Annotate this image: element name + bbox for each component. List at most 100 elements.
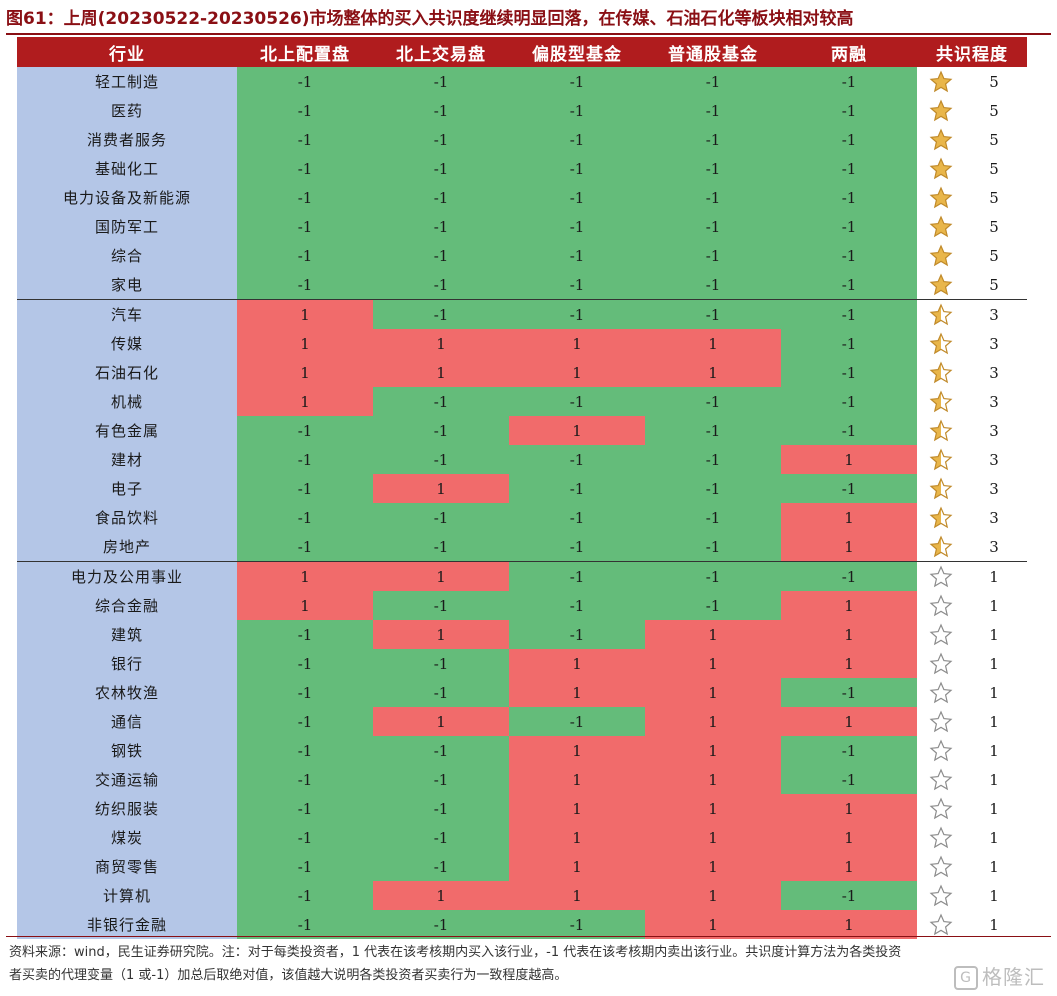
industry-label: 国防军工 <box>17 212 237 241</box>
cell-ordinary-equity-fund: -1 <box>645 591 781 620</box>
cell-north-allocation: 1 <box>237 358 373 387</box>
cell-margin-trading: -1 <box>781 416 917 445</box>
consensus-star-cell <box>917 329 961 358</box>
cell-margin-trading: 1 <box>781 532 917 562</box>
cell-ordinary-equity-fund: -1 <box>645 474 781 503</box>
cell-north-allocation: 1 <box>237 329 373 358</box>
cell-north-trading: 1 <box>373 358 509 387</box>
cell-ordinary-equity-fund: -1 <box>645 387 781 416</box>
consensus-score: 1 <box>961 591 1027 620</box>
cell-margin-trading: 1 <box>781 852 917 881</box>
industry-label: 轻工制造 <box>17 67 237 96</box>
cell-equity-biased-fund: 1 <box>509 358 645 387</box>
table-row: 计算机 -1 1 1 1 -1 1 <box>17 881 1027 910</box>
cell-north-trading: -1 <box>373 591 509 620</box>
cell-north-allocation: -1 <box>237 503 373 532</box>
cell-margin-trading: 1 <box>781 823 917 852</box>
consensus-score: 1 <box>961 561 1027 591</box>
consensus-star-cell <box>917 736 961 765</box>
consensus-score: 5 <box>961 212 1027 241</box>
cell-ordinary-equity-fund: -1 <box>645 67 781 96</box>
table-row: 煤炭 -1 -1 1 1 1 1 <box>17 823 1027 852</box>
footnote-divider <box>6 936 1051 937</box>
table-row: 非银行金融 -1 -1 -1 1 1 1 <box>17 910 1027 939</box>
consensus-star-cell <box>917 416 961 445</box>
cell-north-trading: -1 <box>373 649 509 678</box>
table-row: 纺织服装 -1 -1 1 1 1 1 <box>17 794 1027 823</box>
watermark: G 格隆汇 <box>954 961 1045 990</box>
consensus-score: 1 <box>961 678 1027 707</box>
cell-equity-biased-fund: 1 <box>509 678 645 707</box>
cell-margin-trading: -1 <box>781 241 917 270</box>
industry-label: 医药 <box>17 96 237 125</box>
industry-label: 建材 <box>17 445 237 474</box>
star-empty-icon <box>929 797 952 819</box>
cell-margin-trading: 1 <box>781 649 917 678</box>
table-row: 国防军工 -1 -1 -1 -1 -1 5 <box>17 212 1027 241</box>
cell-equity-biased-fund: 1 <box>509 416 645 445</box>
consensus-score: 5 <box>961 67 1027 96</box>
cell-north-trading: 1 <box>373 707 509 736</box>
consensus-star-cell <box>917 852 961 881</box>
consensus-score: 1 <box>961 649 1027 678</box>
consensus-score: 5 <box>961 241 1027 270</box>
consensus-star-cell <box>917 649 961 678</box>
cell-margin-trading: -1 <box>781 387 917 416</box>
industry-label: 商贸零售 <box>17 852 237 881</box>
cell-north-trading: -1 <box>373 852 509 881</box>
consensus-score: 1 <box>961 620 1027 649</box>
cell-margin-trading: -1 <box>781 125 917 154</box>
cell-equity-biased-fund: -1 <box>509 445 645 474</box>
cell-equity-biased-fund: -1 <box>509 154 645 183</box>
industry-label: 计算机 <box>17 881 237 910</box>
consensus-score: 5 <box>961 96 1027 125</box>
cell-ordinary-equity-fund: 1 <box>645 736 781 765</box>
industry-label: 综合金融 <box>17 591 237 620</box>
cell-equity-biased-fund: -1 <box>509 561 645 591</box>
cell-north-trading: 1 <box>373 881 509 910</box>
consensus-star-cell <box>917 445 961 474</box>
star-filled-icon <box>929 70 952 92</box>
star-filled-icon <box>929 215 952 237</box>
star-empty-icon <box>929 884 952 906</box>
consensus-star-cell <box>917 96 961 125</box>
title-divider <box>6 33 1051 35</box>
col-header-north-trading: 北上交易盘 <box>373 37 509 67</box>
cell-ordinary-equity-fund: -1 <box>645 416 781 445</box>
cell-north-trading: 1 <box>373 329 509 358</box>
cell-north-trading: 1 <box>373 561 509 591</box>
consensus-score: 3 <box>961 445 1027 474</box>
star-half-icon <box>929 390 952 412</box>
cell-equity-biased-fund: -1 <box>509 67 645 96</box>
cell-north-trading: -1 <box>373 532 509 562</box>
consensus-score: 1 <box>961 794 1027 823</box>
consensus-score: 3 <box>961 532 1027 562</box>
cell-north-trading: -1 <box>373 445 509 474</box>
cell-north-allocation: 1 <box>237 299 373 329</box>
consensus-star-cell <box>917 358 961 387</box>
consensus-star-cell <box>917 299 961 329</box>
table-row: 银行 -1 -1 1 1 1 1 <box>17 649 1027 678</box>
consensus-table: 行业 北上配置盘 北上交易盘 偏股型基金 普通股基金 两融 共识程度 轻工制造 -… <box>17 37 1027 939</box>
cell-ordinary-equity-fund: 1 <box>645 794 781 823</box>
consensus-star-cell <box>917 387 961 416</box>
cell-margin-trading: -1 <box>781 183 917 212</box>
cell-ordinary-equity-fund: -1 <box>645 532 781 562</box>
cell-north-trading: -1 <box>373 387 509 416</box>
cell-north-allocation: -1 <box>237 649 373 678</box>
table-row: 电力设备及新能源 -1 -1 -1 -1 -1 5 <box>17 183 1027 212</box>
cell-north-trading: -1 <box>373 910 509 939</box>
cell-equity-biased-fund: -1 <box>509 910 645 939</box>
cell-equity-biased-fund: 1 <box>509 881 645 910</box>
star-filled-icon <box>929 186 952 208</box>
cell-margin-trading: -1 <box>781 736 917 765</box>
industry-label: 综合 <box>17 241 237 270</box>
industry-label: 通信 <box>17 707 237 736</box>
star-empty-icon <box>929 739 952 761</box>
industry-label: 建筑 <box>17 620 237 649</box>
cell-ordinary-equity-fund: -1 <box>645 96 781 125</box>
cell-equity-biased-fund: -1 <box>509 299 645 329</box>
cell-north-trading: -1 <box>373 299 509 329</box>
col-header-north-allocation: 北上配置盘 <box>237 37 373 67</box>
cell-margin-trading: 1 <box>781 620 917 649</box>
